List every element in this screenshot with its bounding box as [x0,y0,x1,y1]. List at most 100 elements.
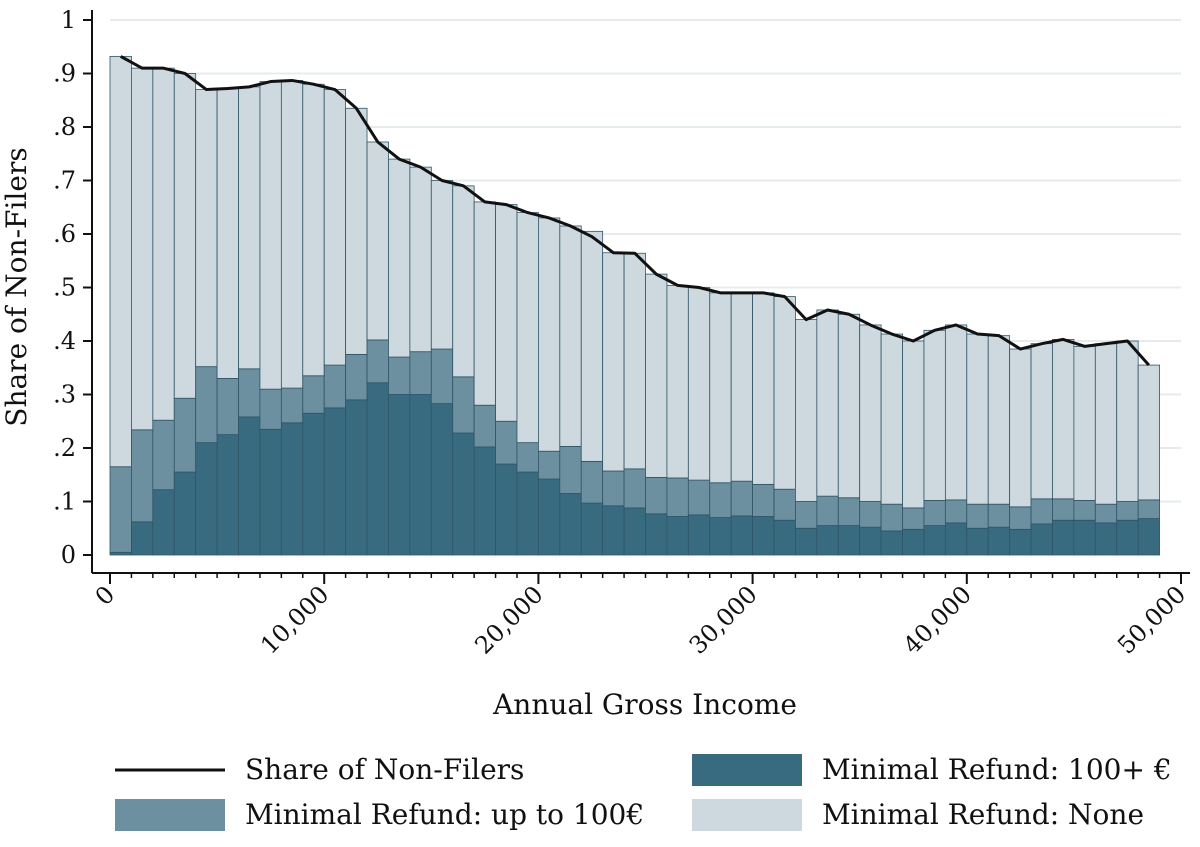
bar-segment [1116,340,1139,502]
bar-segment [366,141,389,341]
bar-segment [687,514,711,556]
bar-segment [366,339,389,384]
bar-segment [966,333,989,505]
bar-segment [1052,519,1075,556]
bar-segment [645,513,668,556]
bar-segment [259,81,282,390]
bar-segment [345,399,368,556]
bar-segment [1009,528,1032,556]
y-tick-label: .5 [53,274,76,302]
legend-label: Minimal Refund: up to 100€ [245,798,644,831]
bar-segment [259,388,282,430]
bar-segment [280,422,304,556]
bar-segment [1116,501,1139,521]
bar-segment [902,340,925,509]
bar-segment [473,446,496,556]
x-tick-label: 30,000 [684,580,763,659]
bar-segment [666,284,689,479]
bar-segment [1137,364,1160,501]
bar-segment [430,180,454,350]
legend-label: Share of Non-Filers [245,753,524,786]
bar-segment [1137,499,1160,520]
bar-segment [795,501,818,529]
x-tick-label: 10,000 [255,580,334,659]
bar-segment [730,292,753,482]
bar-segment [345,107,368,355]
bar-segment [302,412,325,556]
bar-segment [752,483,775,517]
bar-segment [216,434,239,556]
bar-segment [452,376,475,434]
bar-segment [1094,343,1118,505]
bar-segment [388,158,411,358]
bar-segment [516,442,539,473]
y-tick-label: 0 [61,541,76,569]
y-tick-label: .9 [53,60,76,88]
bar-segment [687,287,711,481]
share-line-layer [119,55,1150,367]
bar-segment [966,503,989,529]
x-tick-label: 50,000 [1112,580,1191,659]
bar-segment [1030,523,1053,556]
bar-segment [195,89,218,368]
bar-segment [859,324,882,502]
bar-segment [1030,498,1053,525]
bar-segment [773,519,796,556]
bar-segment [366,382,389,556]
bar-segment [795,527,818,556]
bar-segment [859,526,882,556]
bar-segment [966,527,989,556]
bar-segment [773,296,796,490]
bar-segment [623,252,646,470]
y-tick-label: .8 [53,113,76,141]
bar-segment [944,324,968,501]
y-tick-label: .1 [53,488,76,516]
legend-label: Minimal Refund: 100+ € [822,753,1172,786]
bar-segment [430,403,454,556]
x-tick-label: 40,000 [898,580,977,659]
bar-segment [238,86,261,370]
bar-segment [795,319,818,502]
bar-segment [388,394,411,556]
bar-segment [559,493,582,556]
bar-segment [880,333,903,505]
bar-segment [602,470,625,507]
bar-segment [687,479,711,516]
bar-segment [580,230,604,462]
bar-segment [1052,498,1075,521]
bar-segment [259,428,282,556]
bar-segment [173,397,197,473]
bar-segment [752,516,775,556]
bar-segment [238,416,261,556]
bar-segment [730,515,753,556]
bar-segment [538,217,561,452]
bar-segment [152,67,175,421]
bar-segment [152,489,175,556]
bar-segment [987,335,1011,505]
bar-segment [580,502,604,556]
bar-segment [195,442,218,556]
bar-segment [323,364,347,409]
bar-segment [816,525,839,556]
bar-segment [216,378,239,436]
bar-segment [602,505,625,556]
bar-segment [1073,519,1096,556]
bar-segment [559,225,582,447]
y-tick-label: .6 [53,220,76,248]
legend-swatch [115,799,225,831]
bar-segment [602,252,625,472]
bar-segment [837,497,861,526]
bar-segment [709,517,732,556]
y-tick-label: .4 [53,327,76,355]
bar-segment [1009,348,1032,508]
bar-segment [580,460,604,504]
bar-segment [195,366,218,444]
bar-segment [623,507,646,556]
bar-segment [516,212,539,444]
bar-segment [131,67,154,431]
bar-segment [452,432,475,556]
bar-segment [216,88,239,379]
bar-segment [859,501,882,528]
bar-segment [666,477,689,517]
